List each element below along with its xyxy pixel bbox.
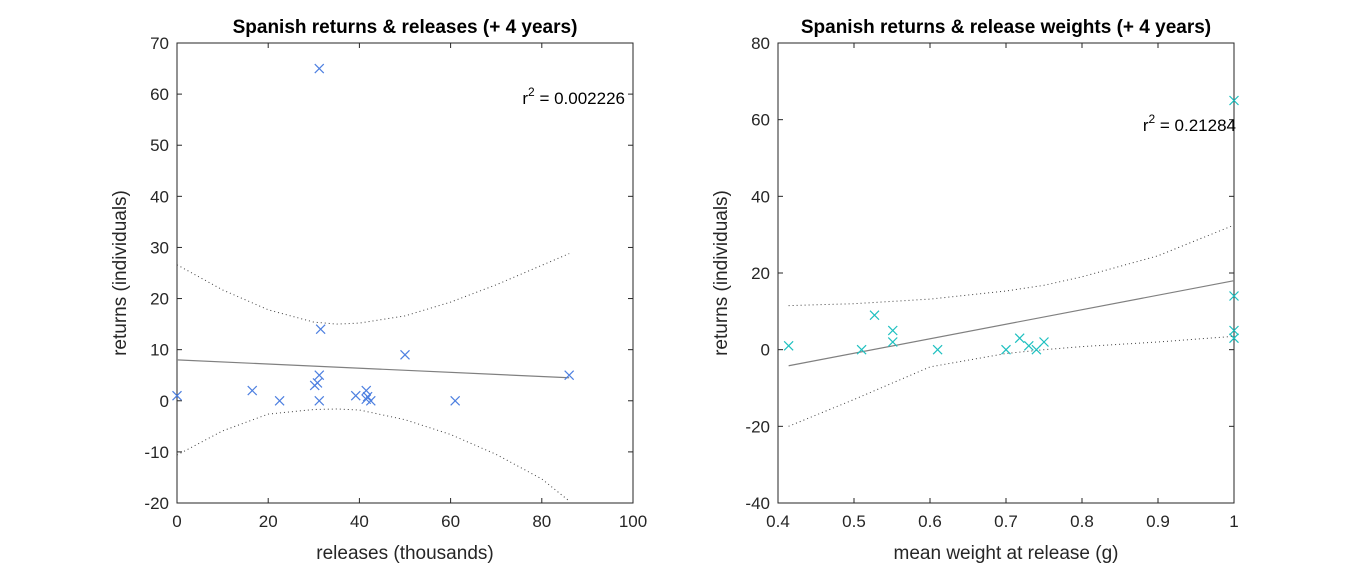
data-point — [361, 385, 372, 396]
data-point — [1031, 344, 1042, 355]
data-point — [314, 63, 325, 74]
data-point — [1039, 337, 1049, 347]
data-point — [856, 344, 867, 355]
y-tick-label: 70 — [150, 34, 169, 53]
plot-area — [777, 42, 1235, 504]
x-tick-label: 0.8 — [1070, 512, 1094, 531]
chart-title: Spanish returns & release weights (+ 4 y… — [801, 17, 1211, 38]
x-tick-label: 20 — [259, 512, 278, 531]
data-point — [365, 395, 376, 406]
data-point — [887, 325, 898, 336]
data-point — [312, 377, 323, 388]
data-point — [1229, 291, 1239, 301]
data-point — [350, 390, 361, 401]
chart-title: Spanish returns & releases (+ 4 years) — [233, 17, 578, 38]
y-tick-label: 20 — [751, 264, 770, 283]
data-point — [247, 385, 258, 396]
y-tick-label: -20 — [745, 417, 770, 436]
x-tick-label: 1 — [1229, 512, 1238, 531]
y-tick-label: 80 — [751, 34, 770, 53]
data-point — [783, 340, 794, 351]
x-tick-label: 0.5 — [842, 512, 866, 531]
x-axis-label: releases (thousands) — [316, 543, 493, 564]
x-tick-label: 0 — [172, 512, 181, 531]
x-tick-label: 60 — [441, 512, 460, 531]
x-tick-label: 100 — [619, 512, 647, 531]
data-point — [932, 344, 943, 355]
chart-panel-2: 0.4 0.5 0.6 0.7 0.8 0.9 1 -40 -20 0 20 40 60 80 Spanis… — [711, 17, 1239, 564]
y-tick-label: -20 — [144, 494, 169, 513]
y-tick-label: 0 — [160, 392, 169, 411]
data-point — [314, 395, 325, 406]
data-point — [362, 391, 373, 402]
y-tick-label: 10 — [150, 341, 169, 360]
y-tick-label: 40 — [150, 187, 169, 206]
y-tick-label: -10 — [144, 443, 169, 462]
y-tick-label: 20 — [150, 290, 169, 309]
data-point — [1229, 95, 1239, 106]
x-tick-label: 0.9 — [1146, 512, 1170, 531]
x-tick-label: 0.6 — [918, 512, 942, 531]
x-axis-label: mean weight at release (g) — [894, 543, 1119, 564]
fit-line — [176, 359, 570, 379]
y-tick-label: 0 — [761, 341, 770, 360]
y-tick-label: 60 — [751, 111, 770, 130]
y-tick-label: 60 — [150, 85, 169, 104]
y-tick-label: -40 — [745, 494, 770, 513]
y-tick-label: 40 — [751, 187, 770, 206]
data-point — [315, 324, 326, 335]
x-tick-label: 0.4 — [766, 512, 790, 531]
data-point — [1229, 325, 1239, 336]
data-point — [1229, 333, 1239, 344]
chart-panel-1: 0 20 40 60 80 100 -20 -10 0 10 20 30 40 50 60 70 Spanish… — [110, 17, 647, 564]
data-point — [400, 349, 410, 360]
y-axis-label: returns (individuals) — [711, 190, 732, 356]
data-point — [274, 395, 285, 406]
data-point — [564, 370, 575, 381]
x-tick-label: 80 — [532, 512, 551, 531]
data-point — [172, 390, 182, 401]
data-point — [869, 310, 880, 321]
data-point — [314, 370, 325, 381]
x-tick-label: 40 — [350, 512, 369, 531]
data-point — [887, 337, 898, 347]
r-squared-annotation: r2 = 0.21284 — [1143, 112, 1236, 135]
y-tick-label: 30 — [150, 238, 169, 257]
plot-area — [176, 42, 634, 504]
data-point — [450, 395, 461, 406]
y-tick-label: 50 — [150, 136, 169, 155]
data-point — [1023, 340, 1034, 351]
data-point — [1001, 344, 1011, 355]
x-tick-label: 0.7 — [994, 512, 1018, 531]
r-squared-annotation: r2 = 0.002226 — [522, 85, 625, 108]
data-point — [1014, 333, 1025, 344]
y-axis-label: returns (individuals) — [110, 190, 131, 356]
ci-lower-line — [788, 335, 1235, 427]
